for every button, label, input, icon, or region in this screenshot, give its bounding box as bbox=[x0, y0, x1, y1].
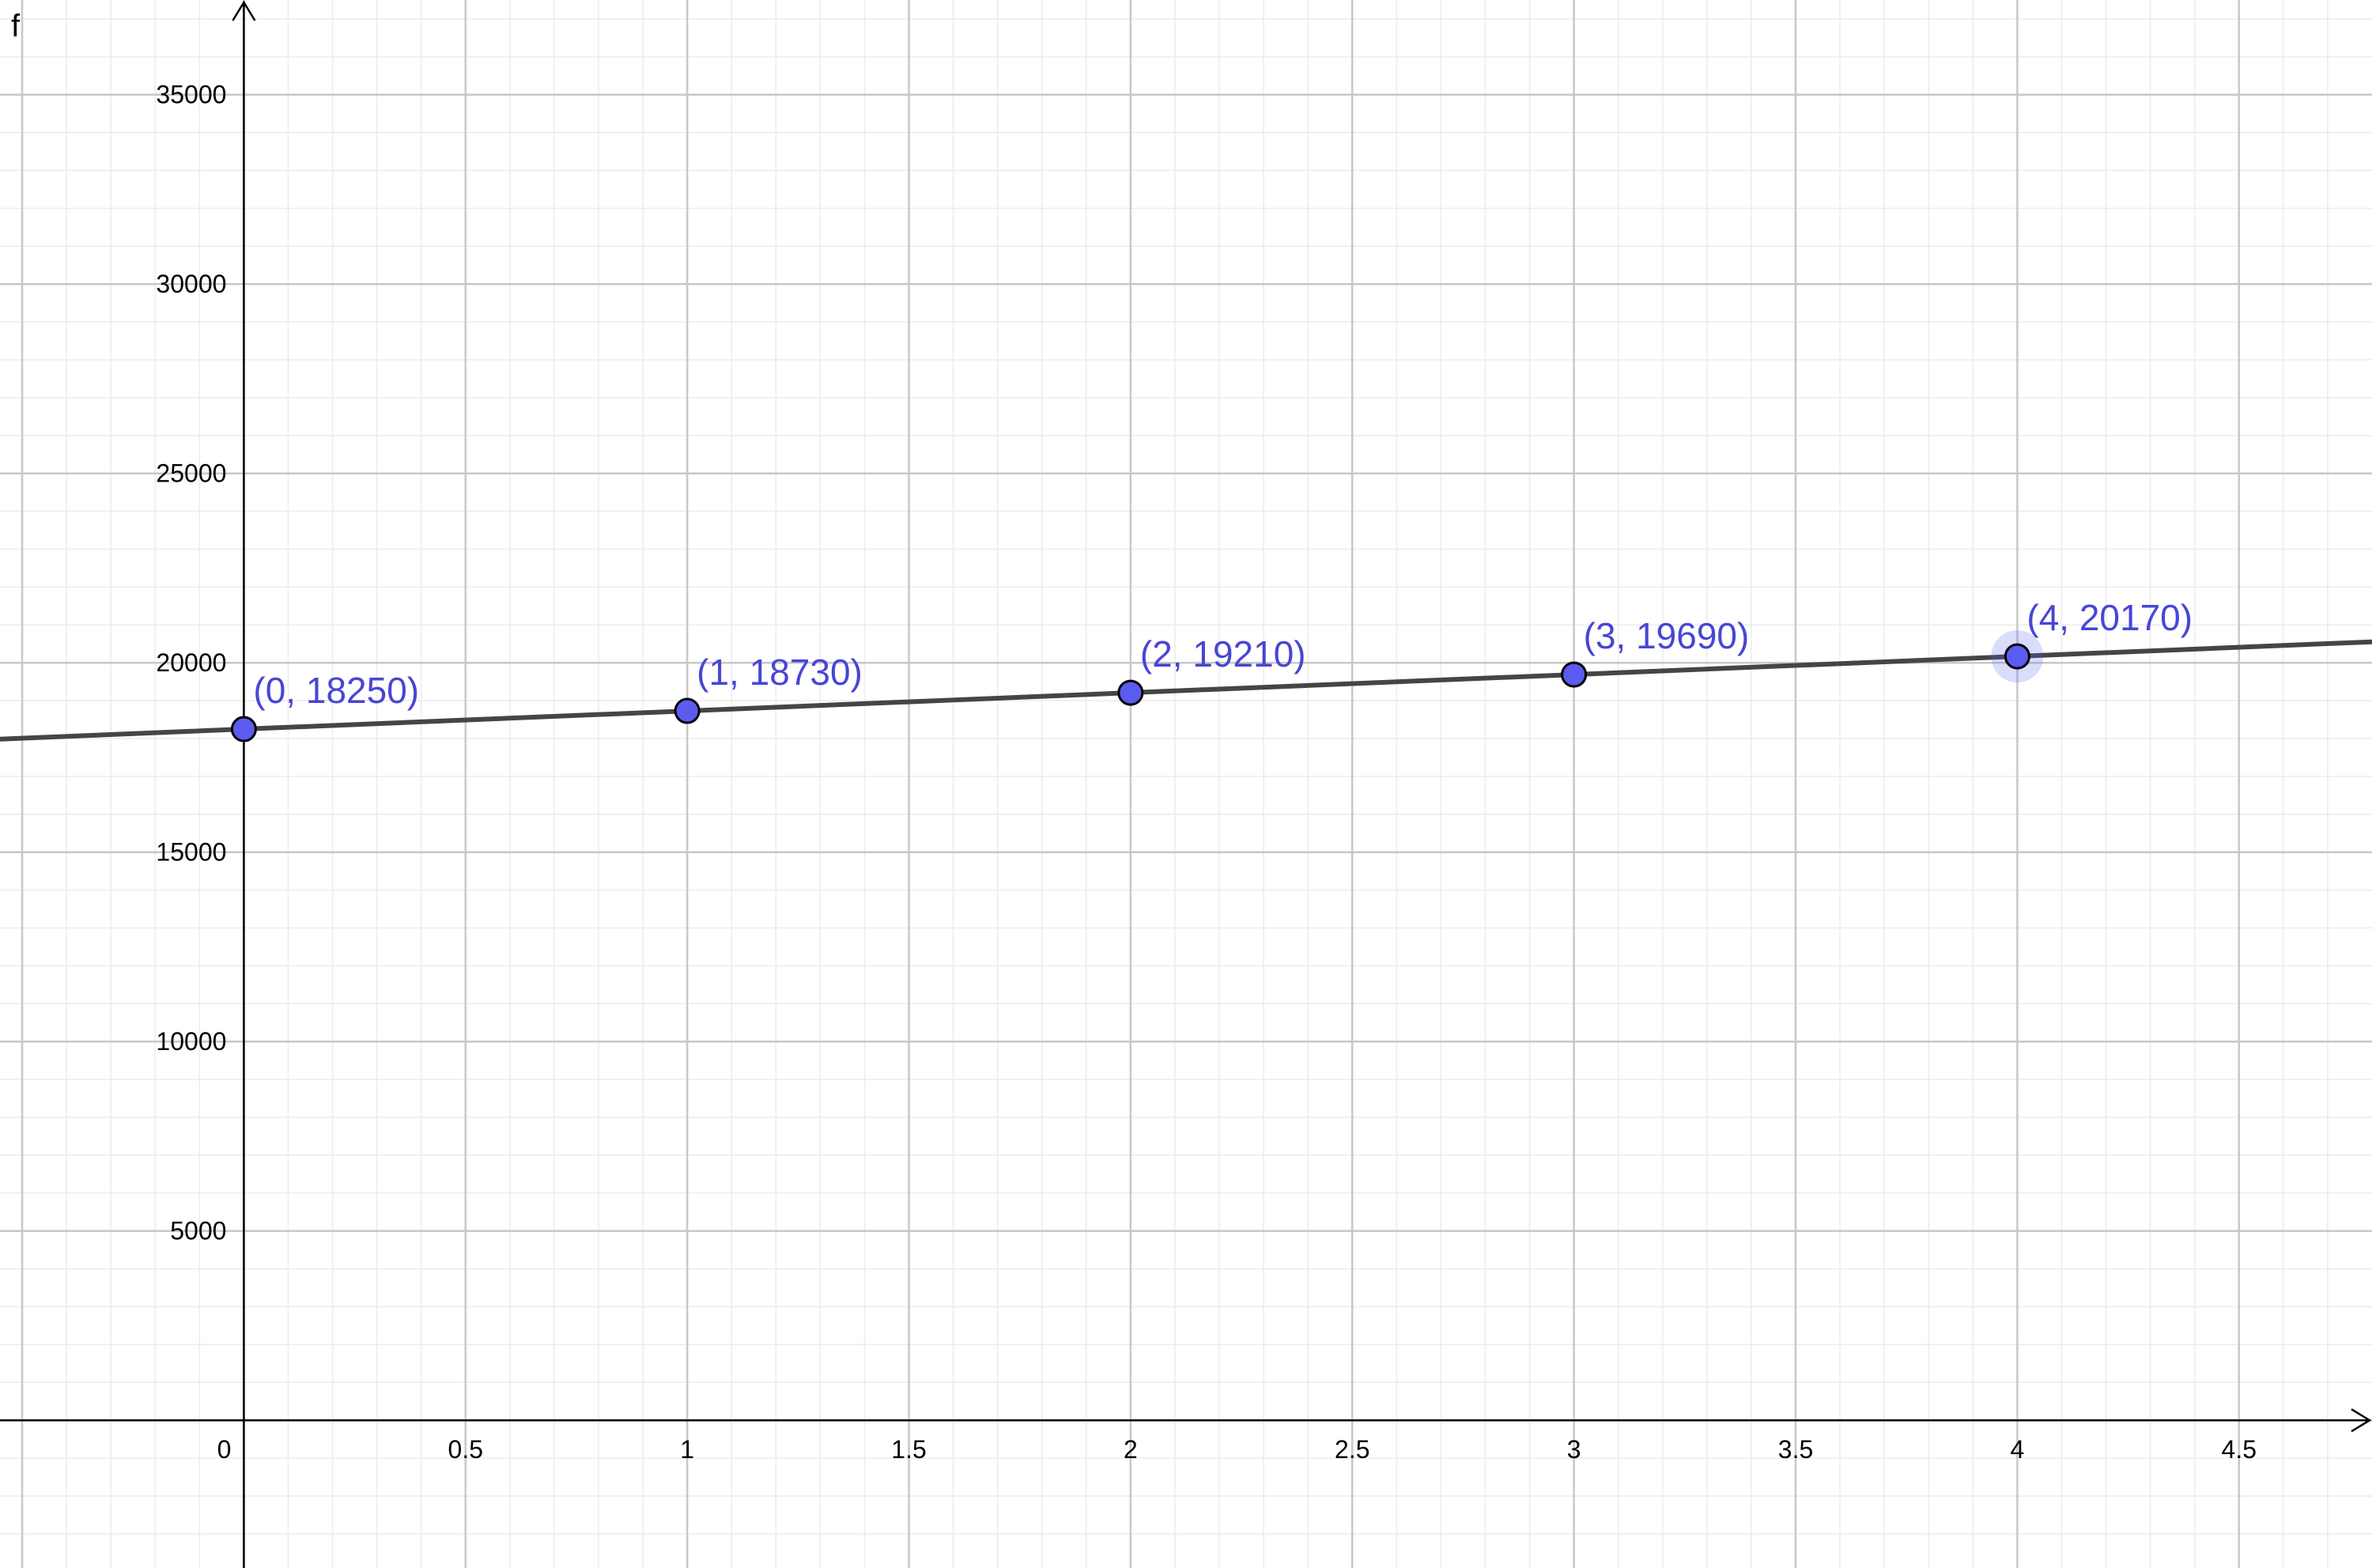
x-tick-label: 0 bbox=[217, 1435, 232, 1464]
x-tick-label: 3 bbox=[1567, 1435, 1581, 1464]
y-tick-label: 25000 bbox=[156, 459, 226, 488]
point-label: (1, 18730) bbox=[697, 652, 863, 693]
x-tick-label: 4.5 bbox=[2222, 1435, 2257, 1464]
x-axis-arrow bbox=[2351, 1408, 2372, 1433]
data-point[interactable] bbox=[674, 697, 701, 724]
y-axis-arrow bbox=[232, 0, 256, 21]
x-tick-label: 2.5 bbox=[1335, 1435, 1369, 1464]
data-point[interactable] bbox=[2004, 643, 2030, 670]
y-tick-label: 5000 bbox=[170, 1217, 226, 1245]
point-label: (0, 18250) bbox=[253, 670, 419, 711]
x-tick-label: 2 bbox=[1124, 1435, 1138, 1464]
x-tick-label: 4 bbox=[2011, 1435, 2025, 1464]
x-tick-label: 0.5 bbox=[448, 1435, 483, 1464]
fit-line-path[interactable] bbox=[0, 639, 2372, 742]
data-point[interactable] bbox=[1561, 661, 1588, 688]
x-tick-label: 1 bbox=[680, 1435, 694, 1464]
point-label: (4, 20170) bbox=[2026, 597, 2193, 638]
x-tick-label: 3.5 bbox=[1778, 1435, 1813, 1464]
data-point[interactable] bbox=[1117, 679, 1144, 706]
y-axis-label: f bbox=[11, 9, 21, 43]
data-points[interactable]: (0, 18250) (1, 18730) (2, 19210) (3, 19690)… bbox=[230, 597, 2193, 742]
data-point[interactable] bbox=[230, 716, 257, 742]
y-tick-label: 15000 bbox=[156, 838, 226, 867]
fit-line[interactable] bbox=[0, 639, 2372, 742]
y-tick-label: 30000 bbox=[156, 270, 226, 298]
x-tick-label: 1.5 bbox=[891, 1435, 926, 1464]
point-label: (2, 19210) bbox=[1140, 633, 1306, 674]
y-tick-label: 20000 bbox=[156, 648, 226, 677]
y-tick-label: 10000 bbox=[156, 1027, 226, 1056]
y-tick-label: 35000 bbox=[156, 81, 226, 109]
point-label: (3, 19690) bbox=[1584, 615, 1750, 656]
tick-labels: 0 0.5 1 1.5 2 2.5 3 3.5 4 4.5 5000 10000 15000 20000 2… bbox=[156, 81, 2257, 1464]
